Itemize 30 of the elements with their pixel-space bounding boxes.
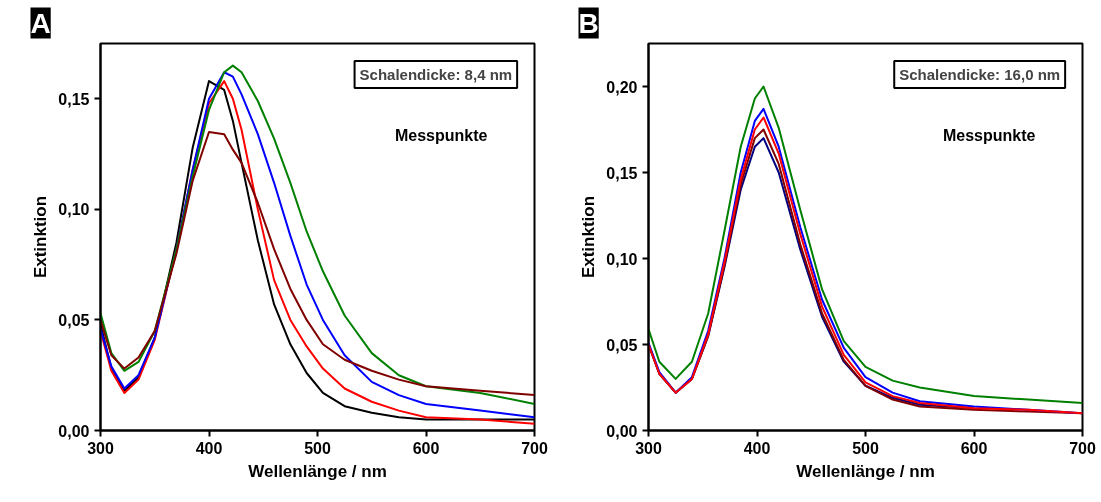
x-axis-title: Wellenlänge / nm: [796, 461, 935, 481]
x-tick-label: 700: [521, 439, 548, 457]
annotation: Messpunkte: [394, 127, 488, 145]
annotation: Schalendicke: 16,0 nm: [899, 65, 1061, 83]
x-tick-label: 600: [960, 439, 988, 457]
y-tick-label: 0,05: [606, 336, 638, 354]
y-tick-label: 0,00: [606, 422, 638, 440]
y-tick-label: 0,10: [606, 250, 638, 268]
y-tick-label: 0,20: [606, 78, 638, 96]
text: B: [578, 7, 599, 39]
y-tick-label: 0,15: [58, 90, 90, 108]
x-tick-label: 300: [87, 439, 114, 457]
x-tick-label: 500: [852, 439, 879, 457]
x-tick-label: 300: [635, 439, 662, 457]
x-tick-label: 400: [743, 439, 771, 457]
y-tick-label: 0,10: [58, 201, 90, 219]
x-tick-label: 600: [412, 439, 440, 457]
x-tick-label: 700: [1069, 439, 1096, 457]
annotation: Messpunkte: [942, 127, 1036, 145]
y-tick-label: 0,15: [606, 164, 638, 182]
x-axis-title: Wellenlänge / nm: [248, 461, 387, 481]
text: A: [30, 7, 51, 39]
y-axis-title: Extinktion: [31, 195, 51, 279]
y-tick-label: 0,00: [58, 422, 90, 440]
y-axis-title: Extinktion: [579, 195, 599, 279]
annotation: Schalendicke: 8,4 nm: [359, 65, 513, 83]
x-tick-label: 500: [304, 439, 331, 457]
x-tick-label: 400: [195, 439, 223, 457]
y-tick-label: 0,05: [58, 311, 90, 329]
line-series: [100, 130, 535, 397]
